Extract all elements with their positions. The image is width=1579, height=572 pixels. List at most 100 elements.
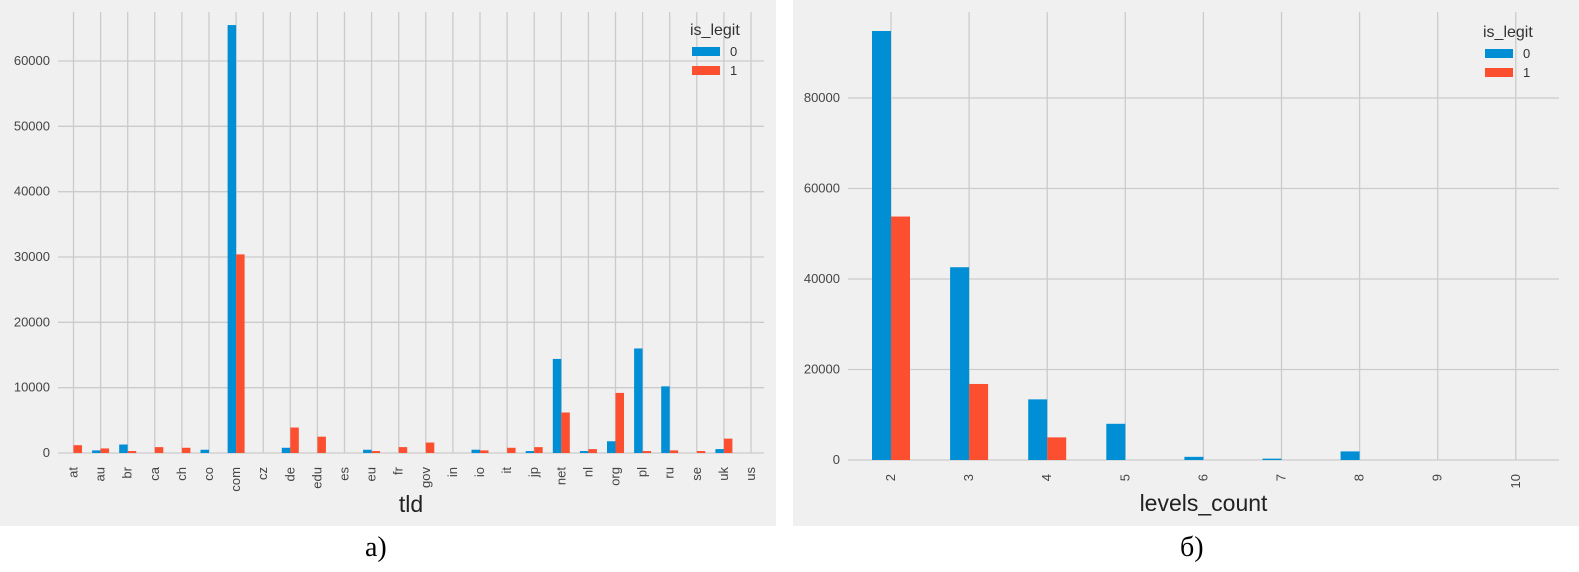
x-tick-label: 5 [1117,474,1132,481]
bar-pl-series-0 [634,348,643,453]
bar-io-series-0 [471,449,480,453]
x-tick-label: ru [662,467,677,479]
x-tick-label: 10 [1508,474,1523,488]
bar-org-series-1 [615,392,624,453]
x-tick-label: at [66,467,81,478]
bar-uk-series-1 [723,438,733,453]
x-tick-label: edu [309,467,324,489]
bar-jp-series-0 [525,451,535,453]
x-tick-label: nl [580,467,595,477]
x-tick-label: us [743,467,758,481]
x-tick-label: cz [255,467,270,480]
bar-net-series-0 [552,358,562,453]
x-tick-label: co [201,467,216,481]
bar-au-series-0 [92,450,101,453]
bar-it-series-1 [507,447,516,453]
x-tick-label: 8 [1352,474,1367,481]
y-tick-label: 30000 [14,249,50,264]
x-tick-label: in [445,467,460,477]
bar-8-series-0 [1340,451,1360,460]
bar-io-series-1 [480,450,489,453]
bar-ch-series-1 [181,447,191,453]
x-axis-label: levels_count [1140,490,1268,516]
x-tick-label: net [553,467,568,485]
y-tick-label: 50000 [14,118,50,133]
x-tick-label: 9 [1430,474,1445,481]
y-tick-label: 20000 [14,314,50,329]
x-tick-label: ch [174,467,189,481]
x-tick-label: de [282,467,297,481]
legend-label-1: 1 [730,63,737,78]
bar-3-series-0 [950,267,970,460]
y-tick-label: 60000 [804,180,840,195]
bar-eu-series-0 [363,449,372,453]
y-tick-label: 80000 [804,90,840,105]
bar-5-series-0 [1106,423,1126,460]
x-tick-label: jp [526,467,541,478]
x-tick-label: se [689,467,704,481]
x-tick-label: it [499,467,514,474]
legend-swatch-0 [1485,49,1513,58]
caption-a: а) [365,532,387,563]
bar-jp-series-1 [534,447,543,453]
bar-fr-series-1 [398,447,408,453]
caption-b: б) [1180,532,1204,563]
x-tick-label: fr [391,466,406,475]
legend-title: is_legit [690,22,740,39]
bar-pl-series-1 [642,451,652,453]
y-tick-label: 40000 [804,271,840,286]
bar-2-series-1 [891,216,910,460]
y-tick-label: 10000 [14,380,50,395]
y-tick-label: 60000 [14,53,50,68]
x-tick-label: gov [418,467,433,488]
x-axis-label: tld [399,491,423,517]
bar-gov-series-1 [425,442,435,453]
bar-at-series-1 [73,445,82,453]
bar-au-series-1 [100,448,110,453]
bar-com-series-1 [236,254,245,453]
bar-uk-series-0 [715,449,724,453]
y-tick-label: 20000 [804,361,840,376]
chart-panel-tld: 0 10000 20000 30000 40000 50000 60000 at au br ca c… [0,0,776,526]
bar-com-series-0 [227,25,237,454]
bar-co-series-0 [200,449,209,453]
bar-6-series-0 [1184,456,1204,460]
x-tick-label: au [93,467,108,481]
x-tick-label: 7 [1274,474,1289,481]
legend-label-0: 0 [1523,46,1530,61]
legend-swatch-0 [692,47,720,56]
x-tick-label: 4 [1039,474,1054,481]
legend-swatch-1 [1485,68,1513,77]
bar-7-series-0 [1262,458,1282,460]
bar-de-series-1 [290,427,299,453]
legend-label-0: 0 [730,44,737,59]
x-tick-label: io [472,467,487,477]
x-tick-label: br [120,466,135,478]
bar-se-series-1 [696,451,706,453]
legend-swatch-1 [692,66,720,75]
bar-de-series-0 [281,447,291,453]
bar-eu-series-1 [371,451,381,453]
bar-br-series-1 [127,451,137,453]
bar-2-series-0 [872,31,891,460]
bar-4-series-1 [1047,437,1067,460]
bar-br-series-0 [119,444,128,453]
y-tick-label: 0 [833,452,840,467]
x-tick-label: com [228,467,243,492]
bar-edu-series-1 [317,436,326,453]
legend-title: is_legit [1483,24,1533,41]
legend-label-1: 1 [1523,65,1530,80]
x-tick-label: 3 [961,474,976,481]
y-tick-label: 40000 [14,184,50,199]
bar-nl-series-0 [579,451,589,453]
bar-ru-series-1 [669,450,679,453]
x-tick-label: uk [716,467,731,481]
x-tick-label: eu [364,467,379,481]
bar-net-series-1 [561,412,570,453]
x-tick-label: 6 [1195,474,1210,481]
bar-ru-series-0 [661,386,670,453]
bar-ca-series-1 [154,447,164,453]
x-tick-label: ca [147,466,162,481]
